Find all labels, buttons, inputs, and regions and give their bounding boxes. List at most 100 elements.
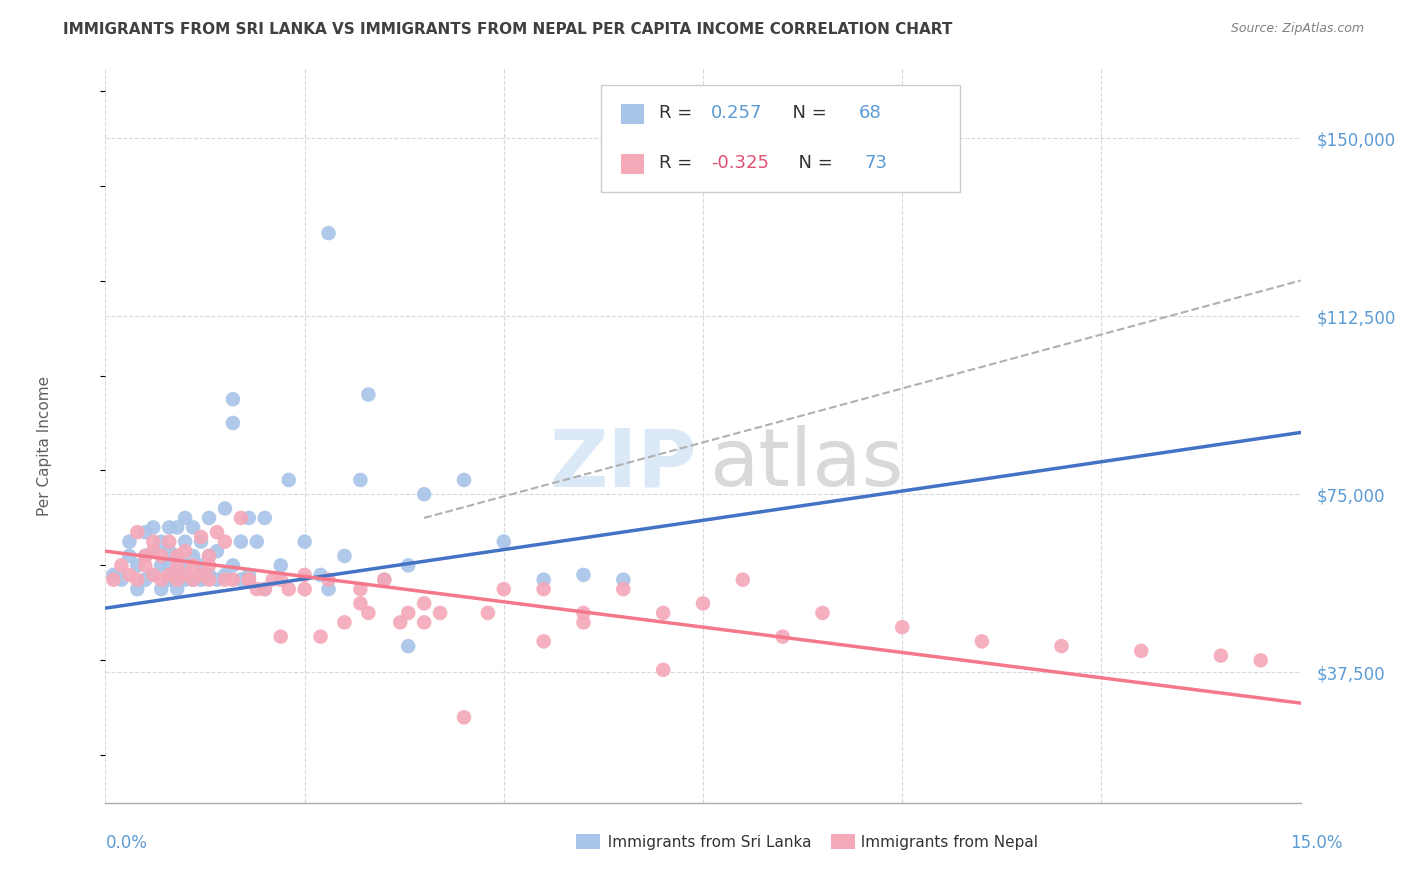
Point <box>127 558 149 573</box>
Point <box>246 534 269 549</box>
Text: R =: R = <box>659 154 697 172</box>
Point <box>349 582 371 596</box>
Point <box>142 568 165 582</box>
Point <box>253 582 276 596</box>
Point <box>166 520 188 534</box>
Point <box>134 558 156 573</box>
Point <box>572 606 595 620</box>
Point <box>253 511 276 525</box>
Point <box>103 568 125 582</box>
Point <box>174 558 197 573</box>
Point <box>174 573 197 587</box>
Point <box>373 573 395 587</box>
Point <box>190 568 212 582</box>
Point <box>772 630 794 644</box>
Text: 15.0%: 15.0% <box>1291 834 1343 852</box>
Point <box>166 573 188 587</box>
Text: IMMIGRANTS FROM SRI LANKA VS IMMIGRANTS FROM NEPAL PER CAPITA INCOME CORRELATION: IMMIGRANTS FROM SRI LANKA VS IMMIGRANTS … <box>63 22 953 37</box>
Point <box>181 520 204 534</box>
Text: Immigrants from Sri Lanka: Immigrants from Sri Lanka <box>598 836 811 850</box>
Point <box>222 573 245 587</box>
Point <box>357 606 380 620</box>
Point <box>349 473 371 487</box>
Point <box>181 573 204 587</box>
FancyBboxPatch shape <box>620 104 644 124</box>
Point <box>127 525 149 540</box>
Point <box>222 416 245 430</box>
Point <box>389 615 412 630</box>
Point <box>238 573 260 587</box>
Text: Per Capita Income: Per Capita Income <box>38 376 52 516</box>
Point <box>333 549 356 563</box>
Point <box>1250 653 1272 667</box>
Point <box>110 558 132 573</box>
Point <box>150 558 173 573</box>
Point <box>692 596 714 610</box>
Point <box>294 568 316 582</box>
Point <box>198 549 221 563</box>
Point <box>413 615 436 630</box>
Point <box>238 511 260 525</box>
Point <box>533 582 555 596</box>
FancyBboxPatch shape <box>831 834 855 849</box>
Point <box>174 534 197 549</box>
Point <box>731 573 754 587</box>
Point <box>349 596 371 610</box>
Point <box>477 606 499 620</box>
Point <box>429 606 451 620</box>
Point <box>214 501 236 516</box>
FancyBboxPatch shape <box>576 834 600 849</box>
Point <box>229 573 252 587</box>
Text: 68: 68 <box>858 104 882 122</box>
Point <box>1130 644 1153 658</box>
Point <box>373 573 395 587</box>
Point <box>134 549 156 563</box>
Point <box>198 568 221 582</box>
Point <box>103 573 125 587</box>
Point <box>229 534 252 549</box>
Point <box>318 226 340 240</box>
Point <box>229 511 252 525</box>
Point <box>970 634 993 648</box>
Point <box>246 582 269 596</box>
Point <box>142 544 165 558</box>
Point <box>533 573 555 587</box>
Point <box>222 392 245 407</box>
Point <box>134 525 156 540</box>
Point <box>318 582 340 596</box>
Point <box>157 568 180 582</box>
Point <box>413 487 436 501</box>
Point <box>150 573 173 587</box>
Point <box>150 534 173 549</box>
Point <box>118 534 141 549</box>
Point <box>157 558 180 573</box>
Text: N =: N = <box>787 154 838 172</box>
Point <box>166 549 188 563</box>
Text: 0.257: 0.257 <box>711 104 763 122</box>
Text: Source: ZipAtlas.com: Source: ZipAtlas.com <box>1230 22 1364 36</box>
Point <box>891 620 914 634</box>
Point <box>396 606 419 620</box>
Point <box>811 606 834 620</box>
Point <box>396 558 419 573</box>
Point <box>572 615 595 630</box>
Point <box>453 473 475 487</box>
Point <box>1050 639 1073 653</box>
Point <box>190 534 212 549</box>
Text: -0.325: -0.325 <box>711 154 769 172</box>
Point <box>142 534 165 549</box>
Point <box>198 511 221 525</box>
Point <box>238 568 260 582</box>
Point <box>205 544 228 558</box>
Point <box>110 573 132 587</box>
Point <box>166 582 188 596</box>
Point <box>270 630 292 644</box>
Point <box>181 549 204 563</box>
Text: atlas: atlas <box>709 425 903 503</box>
Point <box>572 568 595 582</box>
Point <box>205 525 228 540</box>
Point <box>174 544 197 558</box>
Point <box>127 582 149 596</box>
Point <box>127 573 149 587</box>
Point <box>533 634 555 648</box>
